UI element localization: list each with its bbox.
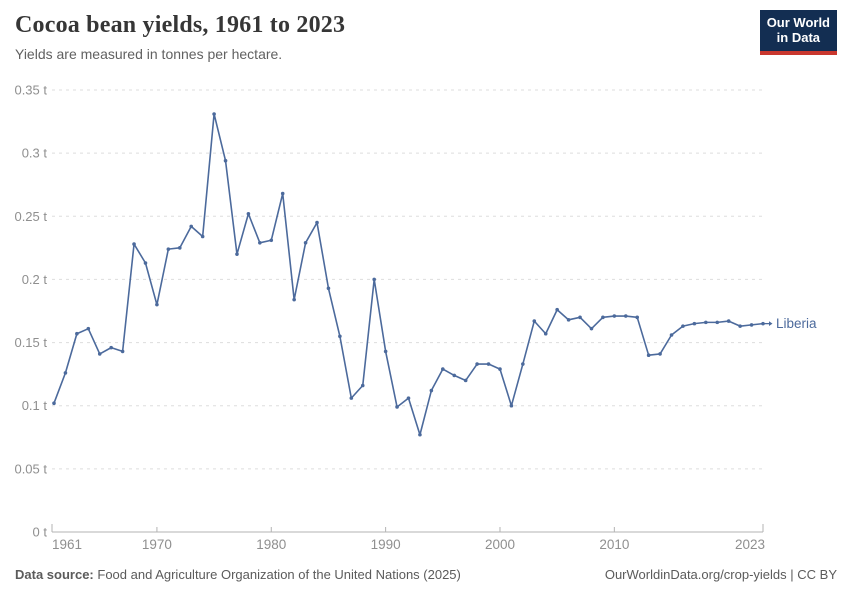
data-point[interactable] [486, 362, 491, 366]
data-point[interactable] [532, 319, 537, 323]
data-point[interactable] [200, 234, 205, 239]
data-point[interactable] [601, 315, 605, 320]
y-axis-tick-label: 0.05 t [14, 461, 47, 476]
data-point[interactable] [177, 246, 182, 250]
data-point[interactable] [715, 320, 720, 325]
data-point[interactable] [681, 324, 685, 328]
data-point[interactable] [303, 241, 308, 245]
data-point[interactable] [555, 307, 559, 312]
page-title: Cocoa bean yields, 1961 to 2023 [15, 12, 346, 38]
data-point[interactable] [452, 373, 457, 378]
x-axis-tick-label: 2023 [735, 537, 765, 552]
data-point[interactable] [395, 405, 399, 409]
data-point[interactable] [543, 331, 548, 336]
data-point[interactable] [738, 324, 742, 328]
owid-logo[interactable]: Our World in Data [759, 10, 837, 55]
data-point[interactable] [189, 224, 194, 229]
data-point[interactable] [635, 315, 640, 320]
liberia-line-series[interactable] [53, 113, 764, 436]
data-point[interactable] [406, 396, 411, 400]
x-axis-tick-label: 1970 [142, 537, 172, 552]
series-label-arrow-icon [769, 321, 773, 327]
data-point[interactable] [498, 367, 502, 371]
data-point[interactable] [692, 321, 697, 326]
data-point[interactable] [509, 403, 514, 408]
data-point[interactable] [315, 220, 319, 225]
data-point[interactable] [658, 352, 662, 356]
data-point[interactable] [246, 211, 251, 216]
data-point[interactable] [623, 314, 628, 318]
y-axis-tick-label: 0.1 t [22, 398, 48, 413]
y-axis-tick-label: 0.25 t [14, 209, 47, 224]
data-point[interactable] [143, 261, 148, 265]
data-point[interactable] [383, 349, 388, 354]
data-point[interactable] [235, 252, 239, 256]
data-point[interactable] [441, 367, 445, 371]
data-point[interactable] [109, 345, 113, 350]
data-point[interactable] [132, 242, 136, 246]
data-point[interactable] [63, 371, 68, 375]
y-axis-tick-label: 0.15 t [14, 335, 47, 350]
data-point[interactable] [86, 326, 91, 331]
x-axis-tick-label: 2000 [485, 537, 515, 552]
data-point[interactable] [589, 326, 594, 331]
data-point[interactable] [566, 318, 571, 322]
data-point[interactable] [360, 383, 365, 388]
data-point[interactable] [280, 191, 285, 196]
chart-subtitle: Yields are measured in tonnes per hectar… [15, 46, 283, 62]
data-point[interactable] [338, 334, 342, 339]
data-point[interactable] [292, 297, 296, 302]
data-point[interactable] [463, 378, 468, 383]
data-point[interactable] [372, 277, 376, 282]
logo-line2: in Data [776, 30, 821, 46]
data-point[interactable] [155, 302, 159, 307]
data-point[interactable] [669, 333, 674, 337]
data-point[interactable] [578, 315, 582, 320]
data-point[interactable] [120, 349, 125, 354]
chart-footer: Data source: Food and Agriculture Organi… [15, 567, 837, 582]
data-point[interactable] [612, 314, 617, 318]
data-point[interactable] [75, 331, 79, 336]
data-point[interactable] [223, 158, 228, 163]
data-point[interactable] [97, 352, 102, 356]
data-point[interactable] [726, 319, 731, 323]
data-point[interactable] [326, 286, 331, 291]
x-axis-tick-label: 1990 [371, 537, 401, 552]
data-source-text: Food and Agriculture Organization of the… [97, 567, 461, 582]
data-point[interactable] [475, 362, 479, 366]
series-label-liberia[interactable]: Liberia [776, 316, 817, 331]
x-axis-tick-label: 1961 [52, 537, 82, 552]
logo-line1: Our World [766, 15, 830, 30]
data-point[interactable] [429, 388, 434, 393]
y-axis-tick-label: 0.35 t [14, 83, 47, 98]
data-point[interactable] [166, 247, 171, 251]
data-point[interactable] [349, 396, 354, 400]
data-point[interactable] [749, 323, 754, 327]
y-axis-tick-label: 0.2 t [22, 272, 48, 287]
x-axis-tick-label: 2010 [599, 537, 629, 552]
data-point[interactable] [52, 401, 56, 405]
y-axis-tick-label: 0 t [33, 525, 48, 540]
data-point[interactable] [258, 241, 262, 245]
chart-header: Cocoa bean yields, 1961 to 2023 Yields a… [15, 12, 755, 62]
data-point[interactable] [521, 362, 525, 366]
footer-links[interactable]: OurWorldinData.org/crop-yields | CC BY [604, 567, 837, 582]
data-point[interactable] [212, 112, 216, 116]
data-point[interactable] [418, 432, 422, 437]
data-point[interactable] [704, 320, 708, 325]
data-source: Data source: Food and Agriculture Organi… [15, 567, 461, 582]
data-source-label: Data source: [15, 567, 94, 582]
data-point[interactable] [269, 238, 274, 243]
data-point[interactable] [646, 353, 651, 358]
x-axis-tick-label: 1980 [256, 537, 286, 552]
y-axis-tick-label: 0.3 t [22, 146, 48, 161]
